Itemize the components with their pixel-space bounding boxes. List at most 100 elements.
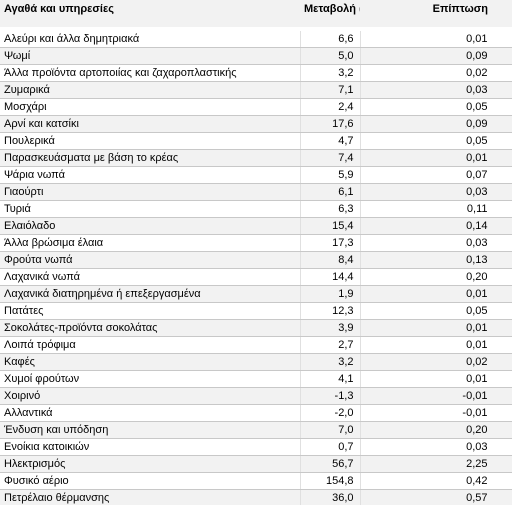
item-cell: Ενοίκια κατοικιών <box>0 438 301 456</box>
item-cell: Ζυμαρικά <box>0 81 301 99</box>
impact-cell: 0,09 <box>360 115 512 133</box>
item-cell: Πουλερικά <box>0 132 301 150</box>
impact-cell: 0,03 <box>360 438 512 456</box>
change-cell: 2,7 <box>300 336 361 354</box>
table-row: Ελαιόλαδο 15,4 0,14 <box>0 217 512 235</box>
item-cell: Ένδυση και υπόδηση <box>0 421 301 439</box>
change-cell: 4,7 <box>300 132 361 150</box>
change-cell: -1,3 <box>300 387 361 405</box>
table-row: Ζυμαρικά 7,1 0,03 <box>0 81 512 99</box>
table-row: Ενοίκια κατοικιών 0,7 0,03 <box>0 438 512 456</box>
change-cell: 4,1 <box>300 370 361 388</box>
impact-cell: 0,05 <box>360 132 512 150</box>
table-row: Πατάτες 12,3 0,05 <box>0 302 512 320</box>
change-cell: 17,3 <box>300 234 361 252</box>
impact-cell: 0,07 <box>360 166 512 184</box>
table-row: Αλεύρι και άλλα δημητριακά 6,6 0,01 <box>0 29 512 48</box>
impact-cell: -0,01 <box>360 387 512 405</box>
item-cell: Αλλαντικά <box>0 404 301 422</box>
table-row: Ένδυση και υπόδηση 7,0 0,20 <box>0 421 512 439</box>
header-cell: Μεταβολή (%) <box>300 0 360 31</box>
impact-cell: -0,01 <box>360 404 512 422</box>
change-cell: 12,3 <box>300 302 361 320</box>
change-cell: 56,7 <box>300 455 361 473</box>
table-row: Χοιρινό -1,3 -0,01 <box>0 387 512 405</box>
table-row: Αρνί και κατσίκι 17,6 0,09 <box>0 115 512 133</box>
impact-cell: 2,25 <box>360 455 512 473</box>
change-cell: 15,4 <box>300 217 361 235</box>
table-row: Σοκολάτες-προϊόντα σοκολάτας 3,9 0,01 <box>0 319 512 337</box>
item-cell: Ηλεκτρισμός <box>0 455 301 473</box>
change-cell: 14,4 <box>300 268 361 286</box>
change-cell: 6,6 <box>300 29 361 48</box>
change-cell: 154,8 <box>300 472 361 490</box>
impact-cell: 0,01 <box>360 370 512 388</box>
item-cell: Λαχανικά διατηρημένα ή επεξεργασμένα <box>0 285 301 303</box>
item-cell: Παρασκευάσματα με βάση το κρέας <box>0 149 301 167</box>
item-cell: Φρούτα νωπά <box>0 251 301 269</box>
table-row: Φρούτα νωπά 8,4 0,13 <box>0 251 512 269</box>
table-row: Φυσικό αέριο 154,8 0,42 <box>0 472 512 490</box>
item-cell: Ελαιόλαδο <box>0 217 301 235</box>
item-cell: Καφές <box>0 353 301 371</box>
item-cell: Αλεύρι και άλλα δημητριακά <box>0 29 301 48</box>
change-cell: 3,9 <box>300 319 361 337</box>
impact-cell: 0,01 <box>360 29 512 48</box>
impact-cell: 0,57 <box>360 489 512 505</box>
impact-cell: 0,01 <box>360 149 512 167</box>
impact-cell: 0,02 <box>360 353 512 371</box>
item-cell: Πατάτες <box>0 302 301 320</box>
impact-cell: 0,05 <box>360 98 512 116</box>
change-cell: -2,0 <box>300 404 361 422</box>
table-row: Ψάρια νωπά 5,9 0,07 <box>0 166 512 184</box>
table-row: Τυριά 6,3 0,11 <box>0 200 512 218</box>
table-body: Αλεύρι και άλλα δημητριακά 6,6 0,01 Ψωμί 5,0… <box>0 29 512 505</box>
change-cell: 1,9 <box>300 285 361 303</box>
impact-cell: 0,11 <box>360 200 512 218</box>
impact-cell: 0,20 <box>360 268 512 286</box>
change-cell: 6,1 <box>300 183 361 201</box>
table-row: Γιαούρτι 6,1 0,03 <box>0 183 512 201</box>
table-row: Μοσχάρι 2,4 0,05 <box>0 98 512 116</box>
item-cell: Τυριά <box>0 200 301 218</box>
change-cell: 0,7 <box>300 438 361 456</box>
impact-cell: 0,01 <box>360 285 512 303</box>
header-row: Αγαθά και υπηρεσίες Μεταβολή (%) Επίπτωσ… <box>0 0 512 31</box>
table-row: Λαχανικά διατηρημένα ή επεξεργασμένα 1,9 0… <box>0 285 512 303</box>
header-cell: Επίπτωση <box>360 0 512 31</box>
change-cell: 5,9 <box>300 166 361 184</box>
impact-cell: 0,03 <box>360 234 512 252</box>
change-cell: 3,2 <box>300 353 361 371</box>
impact-cell: 0,20 <box>360 421 512 439</box>
table-row: Άλλα προϊόντα αρτοποιίας και ζαχαροπλαστ… <box>0 64 512 82</box>
change-cell: 7,0 <box>300 421 361 439</box>
table-row: Ψωμί 5,0 0,09 <box>0 47 512 65</box>
item-cell: Λοιπά τρόφιμα <box>0 336 301 354</box>
change-cell: 5,0 <box>300 47 361 65</box>
item-cell: Ψάρια νωπά <box>0 166 301 184</box>
impact-cell: 0,42 <box>360 472 512 490</box>
impact-cell: 0,13 <box>360 251 512 269</box>
item-cell: Γιαούρτι <box>0 183 301 201</box>
item-cell: Πετρέλαιο θέρμανσης <box>0 489 301 505</box>
change-cell: 7,1 <box>300 81 361 99</box>
item-cell: Μοσχάρι <box>0 98 301 116</box>
table-row: Άλλα βρώσιμα έλαια 17,3 0,03 <box>0 234 512 252</box>
table-row: Παρασκευάσματα με βάση το κρέας 7,4 0,01 <box>0 149 512 167</box>
header-cell: Αγαθά και υπηρεσίες <box>0 0 300 31</box>
table-row: Πετρέλαιο θέρμανσης 36,0 0,57 <box>0 489 512 505</box>
table-row: Καφές 3,2 0,02 <box>0 353 512 371</box>
change-cell: 8,4 <box>300 251 361 269</box>
impact-cell: 0,01 <box>360 336 512 354</box>
change-cell: 3,2 <box>300 64 361 82</box>
change-cell: 17,6 <box>300 115 361 133</box>
item-cell: Άλλα προϊόντα αρτοποιίας και ζαχαροπλαστ… <box>0 64 301 82</box>
item-cell: Άλλα βρώσιμα έλαια <box>0 234 301 252</box>
item-cell: Χυμοί φρούτων <box>0 370 301 388</box>
table-row: Πουλερικά 4,7 0,05 <box>0 132 512 150</box>
item-cell: Σοκολάτες-προϊόντα σοκολάτας <box>0 319 301 337</box>
impact-cell: 0,03 <box>360 81 512 99</box>
item-cell: Ψωμί <box>0 47 301 65</box>
change-cell: 2,4 <box>300 98 361 116</box>
